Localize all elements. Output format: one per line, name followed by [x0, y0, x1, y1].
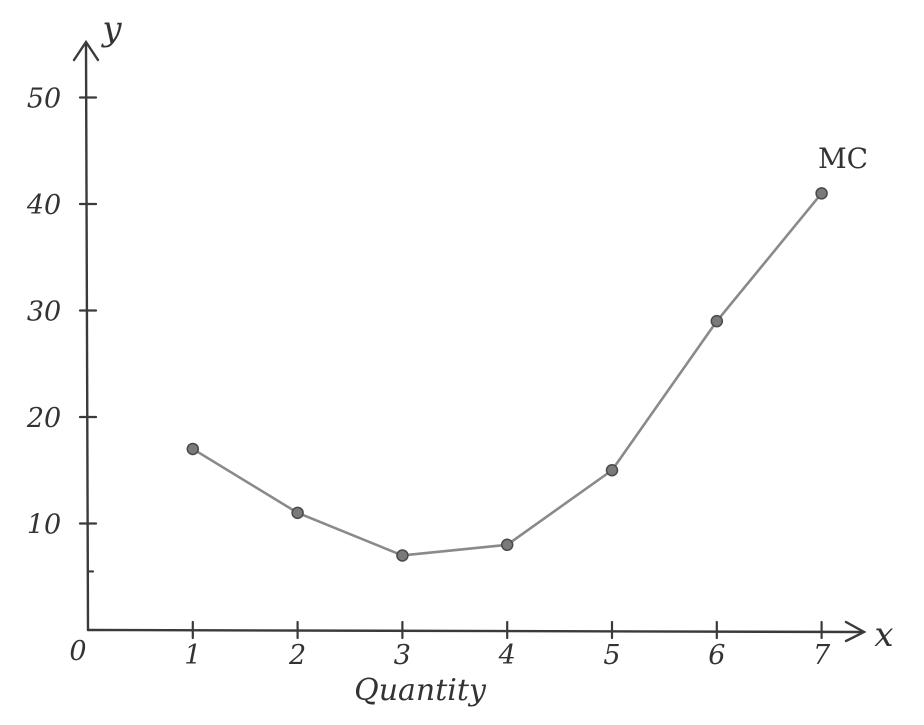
x-axis-letter: x	[874, 615, 893, 655]
x-tick-label: 4	[498, 640, 516, 671]
x-tick-label: 2	[288, 640, 306, 671]
x-tick-label: 3	[394, 640, 411, 671]
data-point	[710, 314, 724, 328]
series-mc	[186, 187, 828, 562]
data-point	[186, 442, 200, 456]
axes	[72, 39, 867, 643]
x-tick-label: 5	[603, 640, 620, 671]
series-label-mc: MC	[818, 142, 868, 175]
y-axis-line	[84, 42, 90, 632]
x-tick-label: 1	[184, 640, 201, 671]
y-tick-label: 30	[27, 297, 61, 328]
y-tick-label: 10	[27, 510, 61, 541]
x-axis-arrow	[844, 620, 867, 643]
x-axis-title: Quantity	[354, 673, 487, 708]
data-point	[815, 187, 828, 200]
mc-line	[192, 192, 823, 557]
origin-label: 0	[69, 636, 86, 667]
x-tick-label: 6	[708, 640, 725, 671]
x-tick-label: 7	[813, 640, 831, 671]
tick-labels: 10 20 30 40 50 1 2 3 4 5 6 7	[26, 84, 831, 672]
y-axis-arrow	[72, 39, 100, 62]
y-tick-label: 40	[26, 190, 61, 221]
ticks	[78, 96, 823, 640]
data-point	[396, 549, 409, 562]
data-point	[500, 538, 514, 552]
y-axis-letter: y	[100, 9, 122, 49]
data-point	[291, 506, 304, 520]
y-tick-label: 50	[27, 84, 61, 115]
x-axis-line	[86, 628, 864, 634]
data-point	[605, 464, 619, 477]
y-tick-label: 20	[26, 403, 61, 434]
